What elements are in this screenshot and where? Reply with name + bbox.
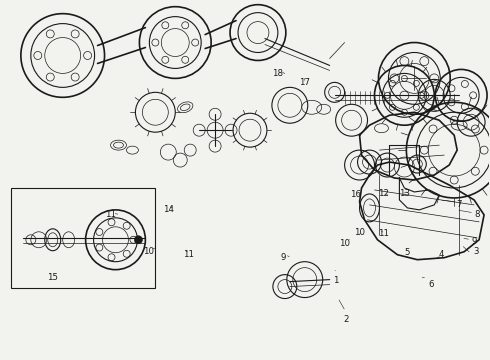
Text: 16: 16 bbox=[350, 190, 361, 199]
Text: 10: 10 bbox=[143, 247, 154, 256]
Text: 3: 3 bbox=[473, 247, 479, 256]
Text: 12: 12 bbox=[378, 189, 389, 198]
Text: 11: 11 bbox=[105, 210, 116, 219]
Text: 9: 9 bbox=[471, 237, 477, 246]
Circle shape bbox=[134, 236, 143, 244]
Text: 18: 18 bbox=[272, 69, 283, 78]
Text: 7: 7 bbox=[456, 201, 462, 210]
Text: 14: 14 bbox=[163, 206, 174, 215]
Text: 4: 4 bbox=[439, 250, 444, 259]
Text: 1: 1 bbox=[333, 276, 339, 285]
Text: 11: 11 bbox=[183, 250, 194, 259]
Text: 10: 10 bbox=[354, 228, 365, 237]
Bar bbox=[11, 188, 155, 288]
Text: 8: 8 bbox=[474, 210, 480, 219]
Text: 11: 11 bbox=[378, 229, 389, 238]
Text: 6: 6 bbox=[429, 280, 434, 289]
Text: 13: 13 bbox=[399, 189, 410, 198]
Text: 17: 17 bbox=[299, 78, 310, 87]
Text: 2: 2 bbox=[343, 315, 348, 324]
Text: 10: 10 bbox=[339, 239, 350, 248]
Text: 9: 9 bbox=[280, 253, 286, 262]
Text: 15: 15 bbox=[47, 273, 58, 282]
Text: 5: 5 bbox=[405, 248, 410, 257]
